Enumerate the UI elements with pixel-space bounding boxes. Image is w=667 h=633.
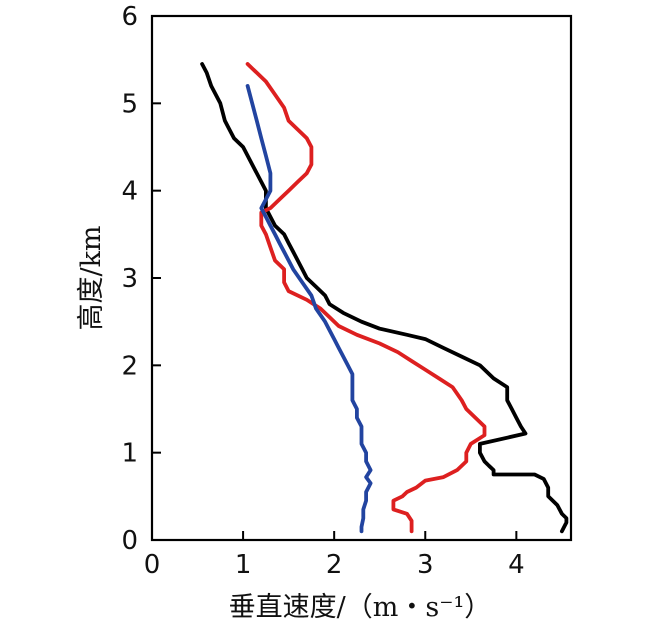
x-axis-title: 垂直速度/（m・s⁻¹） xyxy=(229,592,492,623)
x-tick-label: 2 xyxy=(326,550,343,580)
series-line-3 xyxy=(245,84,373,534)
y-tick-label: 1 xyxy=(121,439,138,469)
series-line-1 xyxy=(200,62,569,534)
y-tick-label: 4 xyxy=(121,177,138,207)
x-tick-label: 0 xyxy=(144,550,161,580)
y-axis-title: 高度/km xyxy=(76,225,107,330)
y-tick-label: 3 xyxy=(121,264,138,294)
y-tick-label: 5 xyxy=(121,89,138,119)
y-tick-label: 2 xyxy=(121,351,138,381)
series-line-2 xyxy=(245,62,487,534)
series-layer xyxy=(200,62,569,534)
x-tick-label: 3 xyxy=(417,550,434,580)
y-tick-label: 0 xyxy=(121,526,138,556)
y-tick-label: 6 xyxy=(121,2,138,32)
x-tick-label: 1 xyxy=(235,550,252,580)
tick-layer: 0 1 2 3 4 0 1 2 3 4 5 6 xyxy=(121,2,524,580)
x-tick-label: 4 xyxy=(508,550,525,580)
